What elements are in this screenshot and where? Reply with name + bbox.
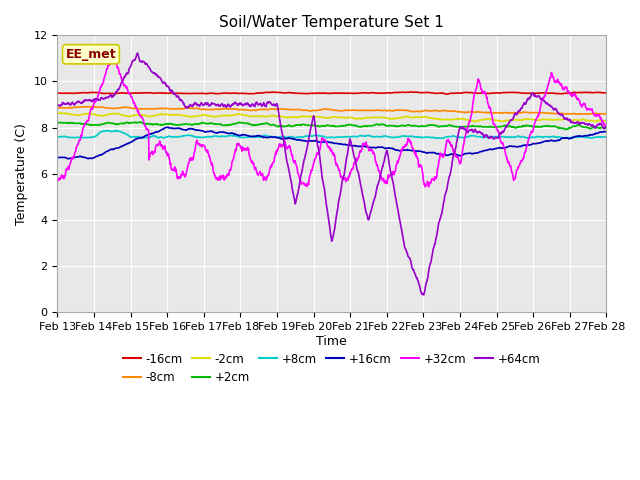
-2cm — [298, 114, 306, 120]
+16cm — [298, 138, 306, 144]
-8cm — [84, 104, 92, 109]
+16cm — [65, 156, 72, 162]
-16cm — [308, 90, 316, 96]
+16cm — [308, 138, 316, 144]
-2cm — [602, 118, 610, 123]
-2cm — [58, 110, 66, 116]
-2cm — [119, 112, 127, 118]
+64cm — [308, 120, 316, 126]
Line: +32cm: +32cm — [58, 58, 606, 187]
-2cm — [287, 114, 294, 120]
+64cm — [54, 102, 61, 108]
+8cm — [602, 134, 610, 140]
+32cm — [96, 86, 104, 92]
-8cm — [54, 105, 61, 110]
+32cm — [54, 175, 61, 181]
-8cm — [287, 107, 294, 112]
+2cm — [287, 123, 294, 129]
+16cm — [287, 136, 295, 142]
+16cm — [163, 124, 171, 130]
-8cm — [573, 111, 580, 117]
-2cm — [366, 115, 374, 120]
+8cm — [54, 134, 61, 140]
+8cm — [298, 134, 306, 140]
+2cm — [136, 119, 144, 125]
Y-axis label: Temperature (C): Temperature (C) — [15, 123, 28, 225]
Legend: -16cm, -8cm, -2cm, +2cm, +8cm, +16cm, +32cm, +64cm: -16cm, -8cm, -2cm, +2cm, +8cm, +16cm, +3… — [118, 348, 545, 389]
-16cm — [406, 89, 414, 95]
Text: EE_met: EE_met — [66, 48, 116, 61]
+8cm — [366, 133, 374, 139]
+16cm — [602, 129, 610, 135]
+32cm — [308, 168, 316, 174]
+8cm — [96, 130, 104, 135]
+32cm — [298, 180, 306, 186]
-8cm — [97, 104, 104, 110]
-2cm — [308, 113, 316, 119]
-2cm — [97, 113, 104, 119]
Line: +8cm: +8cm — [58, 131, 606, 138]
-16cm — [443, 91, 451, 97]
+32cm — [602, 122, 610, 128]
+2cm — [298, 121, 306, 127]
-2cm — [54, 111, 61, 117]
+2cm — [54, 120, 61, 125]
-16cm — [54, 90, 61, 96]
+8cm — [287, 134, 294, 140]
+16cm — [97, 152, 104, 158]
+8cm — [119, 130, 127, 135]
Line: +2cm: +2cm — [58, 122, 606, 130]
-2cm — [472, 119, 479, 125]
+16cm — [367, 145, 374, 151]
-16cm — [602, 90, 610, 96]
+16cm — [119, 143, 127, 149]
Line: -16cm: -16cm — [58, 92, 606, 94]
-8cm — [602, 111, 610, 117]
+32cm — [109, 55, 116, 60]
-8cm — [366, 108, 374, 113]
+64cm — [134, 50, 141, 56]
+64cm — [118, 78, 126, 84]
+2cm — [563, 127, 570, 132]
Line: +64cm: +64cm — [58, 53, 606, 295]
+8cm — [308, 133, 316, 139]
+2cm — [96, 121, 104, 127]
+32cm — [119, 79, 127, 85]
-8cm — [308, 108, 316, 113]
+64cm — [420, 292, 428, 298]
+32cm — [366, 148, 374, 154]
-16cm — [96, 90, 104, 96]
Line: -8cm: -8cm — [58, 107, 606, 114]
-8cm — [298, 108, 306, 113]
+2cm — [366, 123, 374, 129]
+2cm — [602, 125, 610, 131]
-16cm — [298, 91, 305, 96]
+16cm — [54, 155, 61, 161]
+2cm — [118, 120, 126, 126]
-16cm — [287, 90, 294, 96]
+64cm — [366, 211, 374, 217]
+64cm — [602, 125, 610, 131]
X-axis label: Time: Time — [317, 335, 348, 348]
+2cm — [308, 123, 316, 129]
+32cm — [422, 184, 429, 190]
-8cm — [119, 105, 127, 110]
+64cm — [96, 97, 104, 103]
+32cm — [287, 147, 294, 153]
+64cm — [298, 168, 306, 174]
-16cm — [366, 90, 374, 96]
Line: -2cm: -2cm — [58, 113, 606, 122]
Line: +16cm: +16cm — [58, 127, 606, 159]
Title: Soil/Water Temperature Set 1: Soil/Water Temperature Set 1 — [220, 15, 444, 30]
+64cm — [287, 177, 294, 182]
+8cm — [433, 135, 441, 141]
+8cm — [111, 128, 119, 133]
-16cm — [118, 90, 126, 96]
